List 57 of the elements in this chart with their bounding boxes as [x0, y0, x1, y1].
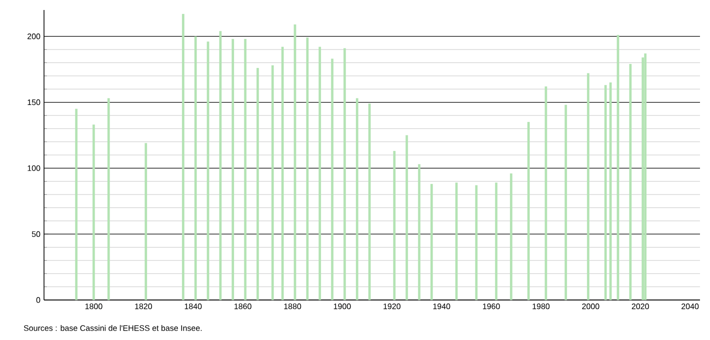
bar [609, 82, 612, 300]
bar [629, 64, 632, 300]
bar [194, 36, 197, 300]
bar [107, 98, 110, 300]
bar [331, 58, 334, 300]
bar [644, 53, 647, 300]
bar [182, 14, 184, 300]
bar [75, 108, 78, 300]
bar [455, 182, 458, 300]
bar [281, 46, 284, 300]
x-tick-label: 1840 [184, 304, 202, 310]
source-note: Sources : base Cassini de l'EHESS et base Insee. [24, 325, 202, 331]
bar [642, 57, 644, 300]
bar [510, 173, 512, 300]
bar [475, 185, 478, 300]
x-tick-label: 1860 [234, 304, 252, 310]
bar [418, 164, 420, 300]
x-tick-label: 1960 [482, 304, 500, 310]
y-tick-label: 200 [28, 34, 40, 40]
bar [232, 38, 234, 300]
bar [206, 42, 210, 300]
bar [343, 48, 346, 300]
bar [318, 46, 321, 300]
bar [92, 124, 95, 300]
x-tick-label: 1820 [135, 304, 152, 310]
bar [144, 143, 148, 300]
x-tick-label: 1800 [85, 304, 102, 310]
y-tick-label: 0 [36, 297, 40, 303]
bar [616, 34, 620, 300]
x-tick-label: 1920 [384, 304, 400, 310]
bar [495, 182, 498, 300]
bar [527, 122, 530, 300]
bar [256, 68, 259, 300]
x-tick-label: 1880 [284, 304, 302, 310]
x-tick-label: 1980 [532, 304, 550, 310]
bar [244, 38, 246, 300]
y-tick-label: 100 [28, 165, 40, 172]
bar [393, 150, 396, 300]
bar [356, 98, 358, 300]
bar [306, 38, 309, 300]
x-tick-label: 2040 [682, 304, 699, 310]
y-tick-label: 150 [28, 99, 40, 106]
bar [544, 86, 548, 300]
bar [368, 104, 371, 300]
bar [294, 24, 296, 300]
bar [564, 104, 567, 300]
y-tick-label: 50 [32, 231, 40, 237]
x-tick-label: 2020 [632, 304, 649, 310]
bar [219, 31, 222, 300]
bar [587, 73, 590, 300]
x-tick-label: 2000 [582, 304, 600, 310]
bar [406, 135, 408, 300]
x-tick-label: 1940 [433, 304, 450, 310]
x-tick-label: 1900 [334, 304, 351, 310]
bar [604, 85, 607, 300]
bar [430, 184, 433, 300]
bar [271, 65, 274, 300]
